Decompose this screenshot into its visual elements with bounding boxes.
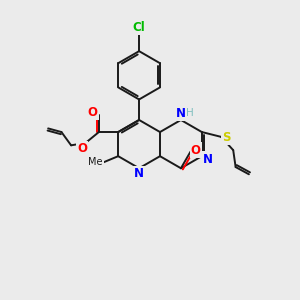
Text: Me: Me bbox=[88, 157, 103, 167]
Text: O: O bbox=[191, 144, 201, 157]
Text: Cl: Cl bbox=[133, 21, 146, 34]
Text: O: O bbox=[87, 106, 98, 119]
Text: N: N bbox=[203, 153, 213, 166]
Text: S: S bbox=[222, 131, 231, 144]
Text: O: O bbox=[77, 142, 87, 155]
Text: H: H bbox=[186, 109, 194, 118]
Text: N: N bbox=[134, 167, 144, 180]
Text: N: N bbox=[176, 107, 186, 120]
